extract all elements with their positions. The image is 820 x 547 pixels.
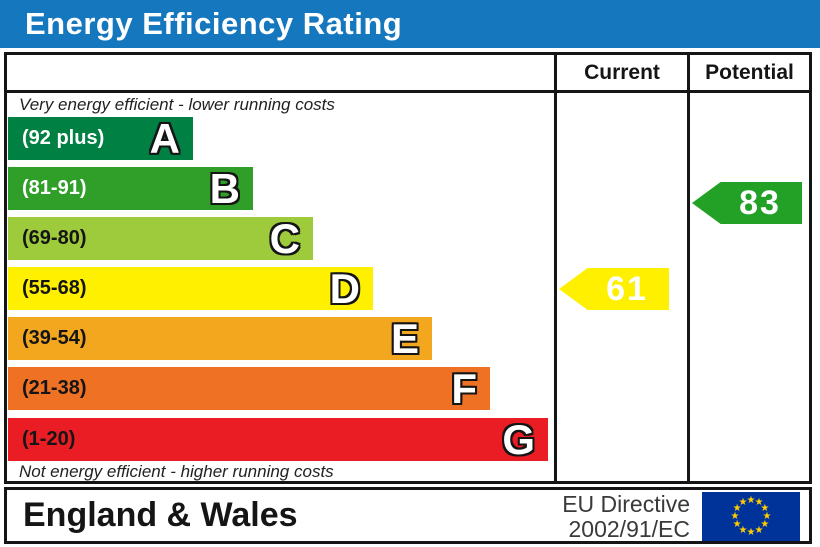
eu-flag-icon: ★ ★★★★★★★★★★★: [702, 492, 800, 541]
band-range-label: (92 plus): [22, 127, 105, 149]
band-row-G: (1-20) G: [8, 418, 548, 461]
eu-star-icon: ★: [755, 525, 764, 536]
bottom-note: Not energy efficient - higher running co…: [19, 462, 334, 481]
current-rating-arrow: 61: [559, 268, 669, 310]
band-letter: B: [209, 165, 240, 212]
band-row-B: (81-91) B: [8, 167, 253, 210]
eu-star-icon: ★: [747, 527, 756, 538]
band-range-label: (1-20): [22, 428, 76, 450]
eu-star-icon: ★: [739, 497, 748, 508]
potential-rating-arrow: 83: [692, 182, 802, 224]
potential-rating-value: 83: [739, 183, 781, 222]
title-bar: Energy Efficiency Rating: [0, 0, 820, 48]
band-letter: D: [329, 265, 360, 312]
region-label: England & Wales: [23, 496, 298, 534]
eu-directive-label: EU Directive 2002/91/EC: [407, 492, 690, 542]
eu-star-icon: ★: [763, 511, 772, 522]
band-row-D: (55-68) D: [8, 267, 373, 310]
header-row-divider: [7, 90, 809, 93]
eu-star-icon: ★: [760, 503, 769, 514]
column-divider-current: [554, 55, 557, 481]
eu-star-icon: ★: [747, 495, 756, 506]
band-letter: G: [502, 416, 535, 463]
potential-column-header: Potential: [705, 61, 794, 84]
eu-star-icon: ★: [733, 519, 742, 530]
current-rating-value: 61: [606, 269, 648, 308]
eu-star-icon: ★: [760, 519, 769, 530]
band-range-label: (39-54): [22, 327, 87, 349]
rating-table: Current Potential Very energy efficient …: [4, 52, 812, 484]
band-letter: C: [269, 215, 300, 262]
eu-directive-line2: 2002/91/EC: [568, 516, 690, 542]
page-title: Energy Efficiency Rating: [25, 6, 403, 41]
band-range-label: (21-38): [22, 377, 87, 399]
band-row-C: (69-80) C: [8, 217, 313, 260]
eu-star-icon: ★: [733, 503, 742, 514]
top-note: Very energy efficient - lower running co…: [19, 95, 335, 114]
band-letter: A: [149, 115, 180, 162]
band-row-E: (39-54) E: [8, 317, 432, 360]
column-divider-potential: [687, 55, 690, 481]
band-letter: F: [451, 365, 477, 412]
band-range-label: (55-68): [22, 277, 87, 299]
footer: England & Wales EU Directive 2002/91/EC …: [4, 487, 812, 544]
current-column-header: Current: [584, 61, 660, 84]
eu-star-icon: ★: [755, 497, 764, 508]
band-row-F: (21-38) F: [8, 367, 490, 410]
eu-star-icon: ★: [739, 525, 748, 536]
band-range-label: (81-91): [22, 177, 87, 199]
band-row-A: (92 plus) A: [8, 117, 193, 160]
eu-directive-line1: EU Directive: [562, 491, 690, 517]
band-range-label: (69-80): [22, 227, 87, 249]
eu-star-icon: ★: [731, 511, 740, 522]
band-letter: E: [390, 315, 419, 362]
